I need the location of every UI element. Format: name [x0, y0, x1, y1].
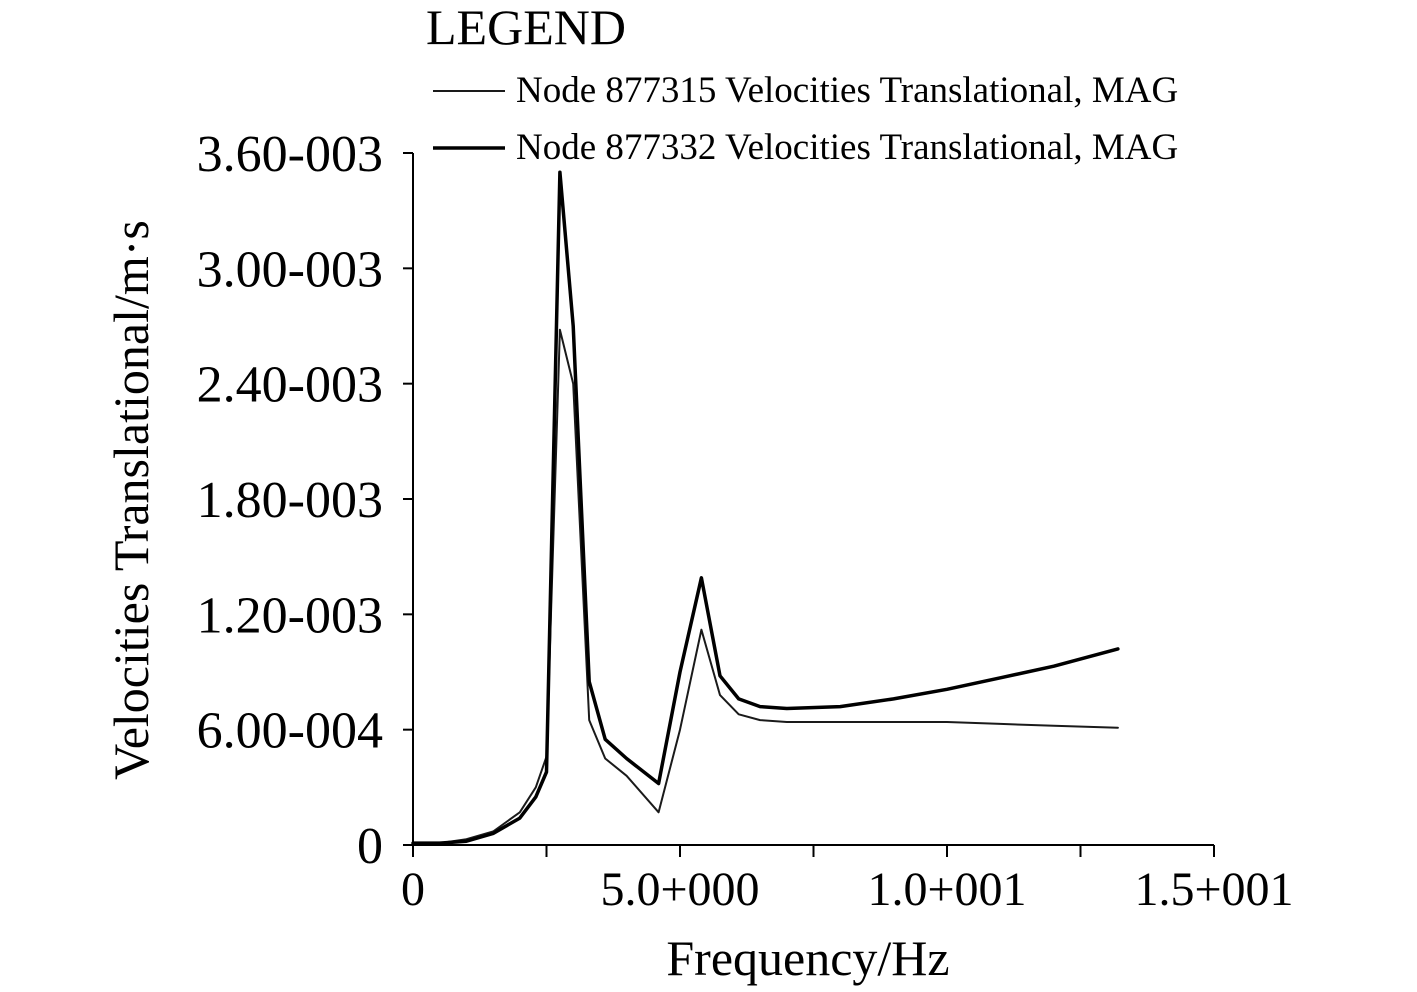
y-axis-title: Velocities Translational/m·s	[103, 220, 159, 780]
axes	[412, 153, 1214, 846]
series-line-2	[411, 170, 1120, 845]
x-tick-label: 1.0+001	[867, 863, 1026, 916]
legend: LEGEND Node 877315 Velocities Translatio…	[426, 0, 1178, 168]
x-tick-label: 5.0+000	[600, 863, 759, 916]
y-tick-label: 1.20-003	[197, 587, 383, 644]
x-axis-ticks: 0 5.0+000 1.0+001 1.5+001	[401, 845, 1294, 916]
y-tick-label: 0	[357, 818, 383, 875]
y-tick-label: 2.40-003	[197, 357, 383, 414]
y-axis-ticks: 0 6.00-004 1.20-003 1.80-003 2.40-003 3.00-00…	[197, 126, 413, 875]
x-axis-title: Frequency/Hz	[666, 930, 949, 986]
x-tick-label: 1.5+001	[1134, 863, 1293, 916]
y-tick-label: 3.00-003	[197, 241, 383, 298]
y-tick-label: 3.60-003	[197, 126, 383, 183]
x-tick-label: 0	[401, 863, 425, 916]
y-tick-label: 1.80-003	[197, 472, 383, 529]
legend-entry-series-2: Node 877332 Velocities Translational, MA…	[516, 127, 1178, 168]
y-tick-label: 6.00-004	[197, 703, 383, 760]
series-layer	[411, 170, 1120, 845]
series-line-1	[412, 328, 1119, 845]
legend-title: LEGEND	[426, 0, 626, 55]
legend-entry-series-1: Node 877315 Velocities Translational, MA…	[516, 70, 1178, 111]
